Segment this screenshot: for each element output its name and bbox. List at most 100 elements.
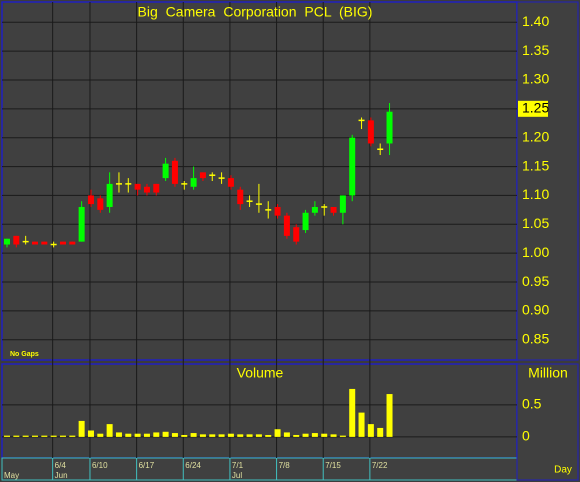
volume-bar xyxy=(302,433,309,437)
y-tick-label: 1.00 xyxy=(522,244,549,260)
y-tick-label: 1.35 xyxy=(522,42,549,58)
price-panel xyxy=(1,1,518,361)
y-tick-label: 0.5 xyxy=(522,396,542,412)
y-tick-label: 1.20 xyxy=(522,128,549,144)
candle-body xyxy=(78,206,85,242)
volume-bar xyxy=(293,434,300,437)
volume-bar xyxy=(358,412,365,437)
x-tick-label: 7/8 xyxy=(279,461,291,470)
volume-bar xyxy=(41,435,48,437)
volume-bar xyxy=(181,434,188,437)
volume-bar xyxy=(22,435,29,437)
volume-bar xyxy=(283,432,290,437)
x-axis-label: Day xyxy=(554,465,572,476)
candle-body xyxy=(293,227,300,242)
volume-axis-area xyxy=(516,363,579,481)
candle-body xyxy=(339,195,346,213)
candle-body xyxy=(143,186,150,193)
volume-bar xyxy=(87,430,94,437)
y-tick-label: 1.40 xyxy=(522,13,549,29)
y-tick-label: 0 xyxy=(522,428,530,444)
volume-bar xyxy=(190,433,197,437)
candle-body xyxy=(4,238,10,245)
y-tick-label: 1.05 xyxy=(522,215,549,231)
volume-bar xyxy=(171,433,178,437)
candle-body xyxy=(274,206,281,216)
candle-body xyxy=(87,195,94,205)
volume-bar xyxy=(78,420,85,437)
candle-body xyxy=(134,183,141,190)
candle-body xyxy=(171,160,178,184)
volume-bar xyxy=(4,435,10,437)
x-tick-label: 6/24 xyxy=(185,461,201,470)
candle-body xyxy=(386,111,393,144)
volume-bar xyxy=(255,434,262,437)
y-tick-label: 1.15 xyxy=(522,157,549,173)
last-price-box xyxy=(518,100,548,117)
candle-body xyxy=(349,137,356,196)
candle-body xyxy=(302,212,309,231)
candle-body xyxy=(283,215,290,236)
volume-bar xyxy=(134,433,141,437)
volume-bar xyxy=(330,434,337,437)
volume-bar xyxy=(218,434,225,437)
y-tick-label: 1.30 xyxy=(522,71,549,87)
volume-bar xyxy=(339,435,346,437)
candle-body xyxy=(106,183,113,207)
marks: 1.25 xyxy=(4,100,549,437)
volume-bar xyxy=(106,424,113,437)
volume-bar xyxy=(349,388,356,437)
x-tick-label: 6/17 xyxy=(139,461,155,470)
y-tick-label: 0.85 xyxy=(522,330,549,346)
volume-bar xyxy=(69,435,76,437)
volume-bar xyxy=(265,434,272,437)
x-tick-label: 6/10 xyxy=(92,461,108,470)
x-tick-label: 7/22 xyxy=(372,461,388,470)
candle-body xyxy=(227,178,234,187)
volume-bar xyxy=(386,394,393,437)
volume-panel xyxy=(1,363,518,459)
volume-bar xyxy=(367,424,374,437)
price-axis-area xyxy=(516,1,579,361)
candle-body xyxy=(367,120,374,144)
volume-bar xyxy=(246,434,253,437)
last-price-label: 1.25 xyxy=(522,100,549,116)
x-tick-label: 7/1 xyxy=(232,461,244,470)
volume-bar xyxy=(209,434,216,437)
candle-body xyxy=(330,206,337,213)
volume-bar xyxy=(115,432,122,437)
y-tick-label: 0.95 xyxy=(522,273,549,289)
y-tick-label: 0.90 xyxy=(522,302,549,318)
candle-body xyxy=(13,235,20,245)
volume-bar xyxy=(31,435,38,437)
candle-body xyxy=(190,178,197,187)
month-label: Jul xyxy=(232,471,242,480)
y-tick-label: 1.10 xyxy=(522,186,549,202)
volume-bar xyxy=(237,434,244,437)
candle-body xyxy=(59,241,66,245)
candle-body xyxy=(97,198,104,210)
volume-bar xyxy=(125,433,132,437)
volume-bar xyxy=(153,432,160,437)
date-axis xyxy=(1,457,518,481)
candle-body xyxy=(31,241,38,245)
candle-body xyxy=(69,241,76,245)
volume-bar xyxy=(50,435,57,437)
candle-body xyxy=(237,189,244,205)
x-tick-label: 6/4 xyxy=(55,461,67,470)
month-label: May xyxy=(4,471,19,480)
volume-bar xyxy=(274,429,281,437)
volume-bar xyxy=(321,433,328,437)
volume-bar xyxy=(97,433,104,437)
volume-bar xyxy=(13,435,20,437)
grid: 0.85 0.90 0.95 1.00 1.05 1.10 1.15 1.20 1.25 1.30… xyxy=(2,2,549,480)
volume-bar xyxy=(59,435,66,437)
candle-body xyxy=(41,241,48,245)
candle-body xyxy=(199,172,206,179)
y-axis-label: Million xyxy=(528,365,568,381)
annotation: No Gaps xyxy=(10,351,39,358)
volume-title: Volume xyxy=(237,365,284,381)
volume-bar xyxy=(143,433,150,437)
month-label: Jun xyxy=(55,471,68,480)
